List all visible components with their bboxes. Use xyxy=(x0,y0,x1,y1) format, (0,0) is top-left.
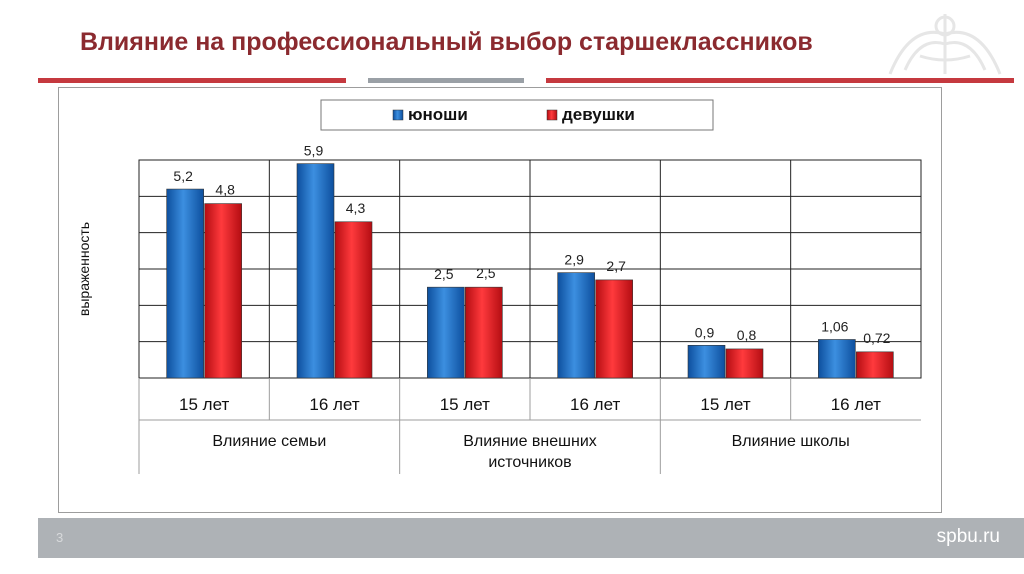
data-label: 0,72 xyxy=(863,330,890,346)
data-label: 5,9 xyxy=(304,143,324,159)
site-link[interactable]: spbu.ru xyxy=(936,526,1000,547)
x-tick-label: 16 лет xyxy=(831,395,881,414)
chart-frame: 5,2 4,8 15 лет 5,9 4,3 16 лет 2,5 2,5 15 лет 2,9 2… xyxy=(58,87,942,513)
bar-юноши xyxy=(687,344,726,379)
bar-юноши xyxy=(427,286,465,379)
title-rule-left xyxy=(38,78,346,83)
data-label: 2,9 xyxy=(564,252,584,268)
bar-юноши xyxy=(296,163,335,379)
group-label: Влияние внешних источников xyxy=(463,433,597,471)
title-rule-middle xyxy=(368,78,524,83)
bar-девушки xyxy=(465,286,503,379)
data-label: 4,3 xyxy=(346,200,366,216)
footer-bar: 3 spbu.ru xyxy=(38,518,1024,558)
bar-девушки xyxy=(334,221,373,379)
data-label: 4,8 xyxy=(215,182,235,198)
x-tick-label: 15 лет xyxy=(700,395,750,414)
eagle-emblem-icon xyxy=(888,14,1002,75)
legend-swatch-юноши xyxy=(392,109,404,121)
bar-девушки xyxy=(204,203,242,379)
data-label: 5,2 xyxy=(173,168,193,184)
data-label: 2,7 xyxy=(606,258,626,274)
legend-box xyxy=(320,99,714,131)
bar-девушки xyxy=(595,279,633,379)
x-tick-label: 15 лет xyxy=(440,395,490,414)
group-label: Влияние школы xyxy=(732,433,850,450)
legend-label-юноши: юноши xyxy=(408,105,468,124)
y-axis-label: выраженность xyxy=(76,222,92,316)
data-label: 2,5 xyxy=(476,265,496,281)
bar-юноши xyxy=(166,188,204,379)
data-label: 2,5 xyxy=(434,266,454,282)
group-label: Влияние семьи xyxy=(212,433,326,450)
bar-юноши xyxy=(818,339,856,379)
x-tick-label: 15 лет xyxy=(179,395,229,414)
data-label: 0,9 xyxy=(695,324,715,340)
bar-девушки xyxy=(725,348,764,379)
x-tick-label: 16 лет xyxy=(309,395,359,414)
legend-label-девушки: девушки xyxy=(562,105,635,124)
bar-chart: 5,2 4,8 15 лет 5,9 4,3 16 лет 2,5 2,5 15 лет 2,9 2… xyxy=(76,99,922,474)
data-label: 1,06 xyxy=(821,318,848,334)
legend-swatch-девушки xyxy=(546,109,558,121)
page-number: 3 xyxy=(56,530,64,545)
slide-title: Влияние на профессиональный выбор старше… xyxy=(80,28,813,56)
data-label: 0,8 xyxy=(737,327,757,343)
title-rule-right xyxy=(546,78,1014,83)
bar-девушки xyxy=(856,351,894,379)
bar-юноши xyxy=(557,272,595,379)
x-tick-label: 16 лет xyxy=(570,395,620,414)
